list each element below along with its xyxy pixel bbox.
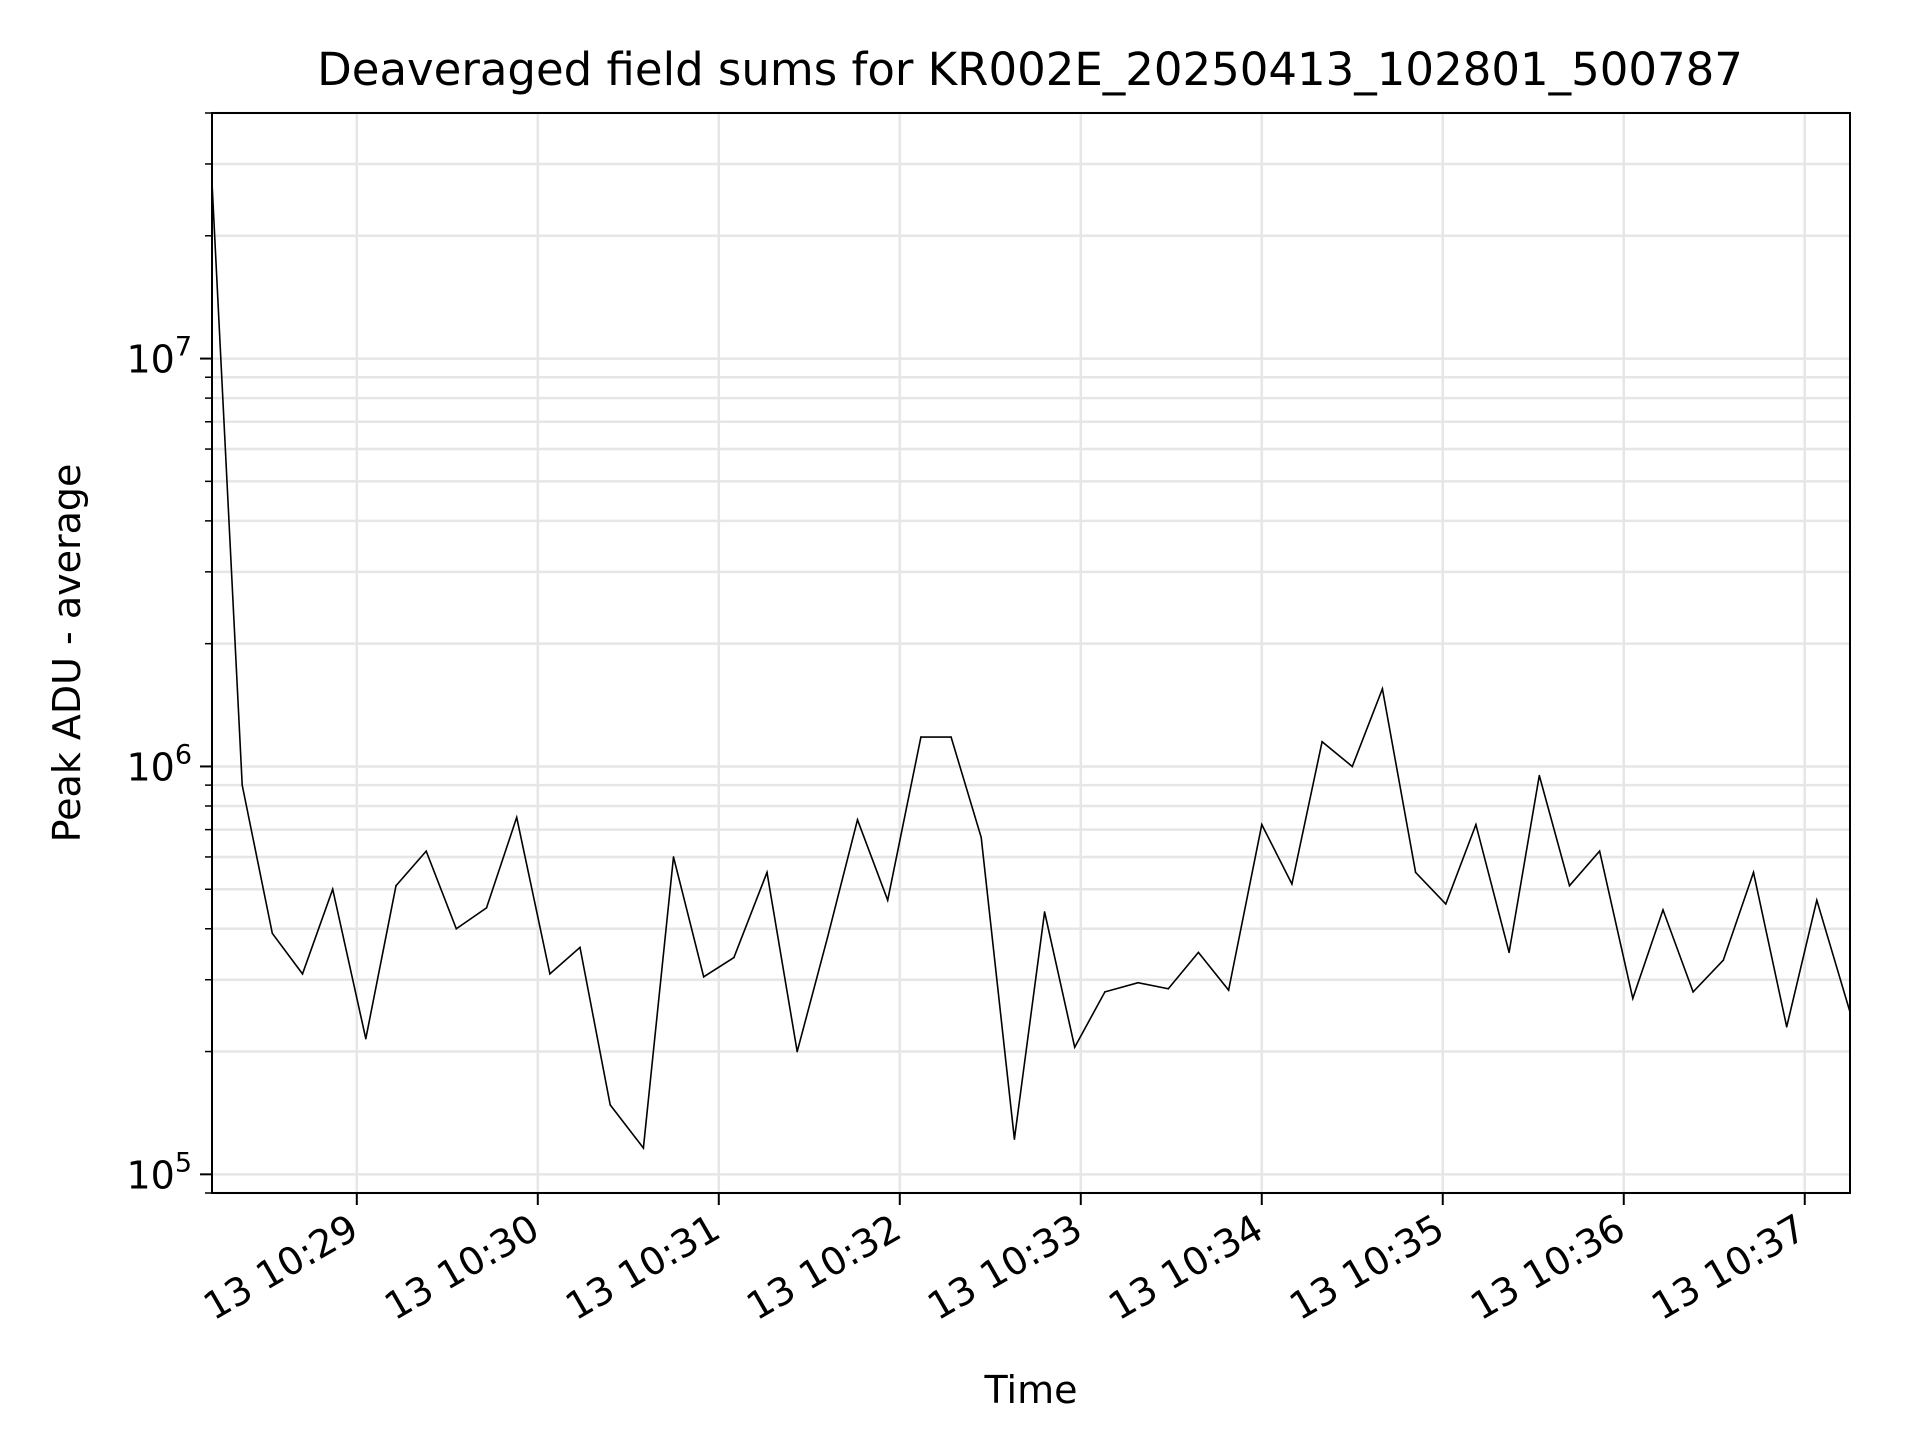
data-point: [672, 856, 675, 858]
data-point: [365, 1037, 367, 1040]
data-point: [886, 899, 889, 901]
data-point: [1351, 765, 1354, 768]
data-point: [1475, 823, 1477, 826]
data-point: [515, 816, 518, 819]
data-point: [425, 850, 428, 852]
data-point: [1785, 1026, 1788, 1028]
data-point: [920, 736, 922, 738]
data-line: [211, 182, 1851, 1151]
data-point: [766, 871, 768, 874]
data-point: [1043, 911, 1046, 913]
data-point: [1414, 871, 1417, 874]
data-point: [1692, 991, 1694, 993]
data-point: [1568, 884, 1571, 887]
y-tick-label: 107: [126, 332, 192, 382]
data-point: [609, 1104, 611, 1106]
data-point: [733, 956, 735, 959]
data-point: [1722, 959, 1725, 961]
data-point: [1073, 1046, 1076, 1048]
data-point: [1137, 981, 1139, 984]
y-axis-label: Peak ADU - average: [45, 464, 89, 843]
data-point: [331, 888, 334, 890]
data-point: [1197, 951, 1200, 954]
data-point: [826, 937, 829, 939]
data-point: [1261, 823, 1263, 826]
y-axis: 105 106 107: [126, 112, 212, 1197]
data-point: [1381, 688, 1384, 690]
data-point: [301, 973, 304, 975]
data-point: [1013, 1138, 1016, 1140]
data-point: [950, 736, 952, 738]
data-point: [702, 976, 705, 978]
data-point: [980, 836, 982, 839]
plot-frame: [211, 112, 1851, 1194]
data-point: [1291, 883, 1293, 885]
grid-minor: [212, 111, 1850, 1195]
data-point: [1167, 988, 1170, 990]
y-tick-label: 105: [126, 1147, 192, 1197]
x-axis-label: Time: [984, 1368, 1078, 1412]
data-point: [271, 932, 274, 935]
data-point: [1445, 903, 1447, 905]
data-point: [1816, 899, 1818, 901]
data-point: [1538, 774, 1541, 777]
data-point: [642, 1147, 645, 1149]
data-point: [1104, 991, 1106, 993]
data-point: [241, 784, 243, 786]
data-point: [485, 907, 488, 909]
data-point: [796, 1050, 798, 1053]
data-line-group: [211, 181, 1851, 1151]
chart-title: Deaveraged field sums for KR002E_2025041…: [317, 43, 1743, 96]
data-point: [455, 928, 458, 930]
data-point: [856, 819, 859, 821]
data-point: [395, 884, 397, 887]
data-point: [1508, 951, 1510, 954]
data-point: [1598, 850, 1601, 852]
data-point: [1632, 997, 1634, 1000]
data-point: [1662, 909, 1664, 911]
y-tick-label: 106: [126, 739, 192, 789]
data-point: [1321, 740, 1323, 743]
grid-major: [212, 113, 1850, 1193]
data-point: [549, 973, 551, 975]
data-point: [1752, 871, 1755, 874]
data-point: [579, 946, 581, 949]
data-point: [1227, 989, 1230, 991]
